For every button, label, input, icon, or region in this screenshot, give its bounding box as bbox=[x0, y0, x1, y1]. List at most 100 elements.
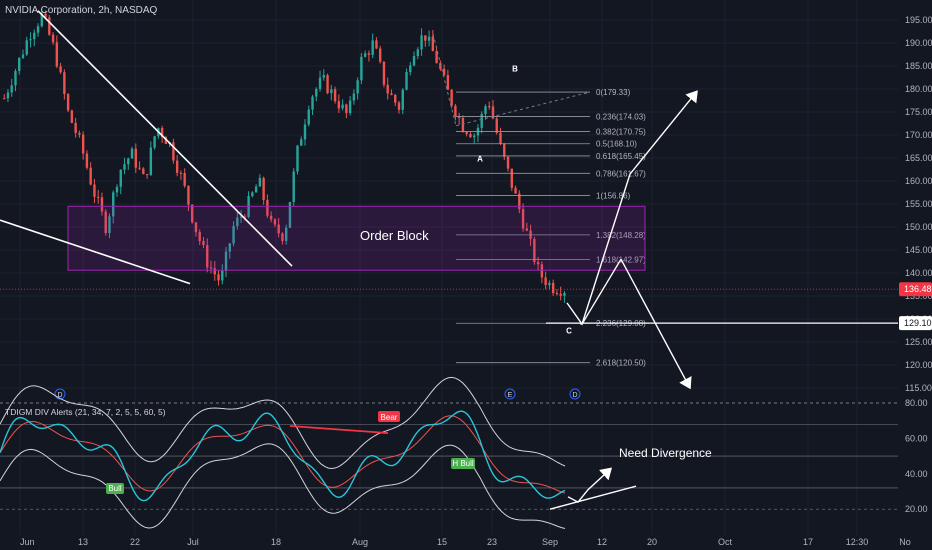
price-tick-label: 170.00 bbox=[905, 130, 932, 140]
time-tick-label: Sep bbox=[542, 537, 558, 547]
candle-body bbox=[160, 127, 164, 138]
candle-body bbox=[81, 134, 85, 154]
candle-body bbox=[153, 136, 156, 148]
symbol-title: NVIDIA Corporation, 2h, NASDAQ bbox=[5, 5, 158, 16]
fib-level-label: 1(156.86) bbox=[596, 191, 631, 200]
grid-lines bbox=[0, 0, 932, 535]
candle-body bbox=[18, 57, 21, 71]
indicator-upper-band bbox=[0, 376, 566, 470]
candle-body bbox=[518, 193, 521, 210]
candle-body bbox=[484, 106, 487, 114]
indicator-rsi-line bbox=[0, 410, 566, 502]
time-tick-label: 12 bbox=[597, 537, 607, 547]
candle-body bbox=[510, 168, 513, 188]
candle-body bbox=[352, 93, 356, 101]
candle-body bbox=[74, 122, 77, 133]
candle-body bbox=[457, 116, 461, 118]
price-tick-label: 190.00 bbox=[905, 38, 932, 48]
candle-body bbox=[224, 251, 228, 271]
candle-body bbox=[78, 132, 81, 135]
candle-body bbox=[206, 244, 209, 268]
indicator-title: TDIGM DIV Alerts (21, 34, 7, 2, 5, 5, 60… bbox=[5, 407, 166, 417]
candle-body bbox=[469, 134, 472, 138]
candle-body bbox=[318, 77, 322, 89]
candle-body bbox=[506, 156, 510, 169]
time-tick-label: Oct bbox=[718, 537, 733, 547]
candle-body bbox=[36, 26, 40, 33]
price-tick-label: 115.00 bbox=[905, 383, 932, 393]
candle-body bbox=[363, 53, 367, 57]
fib-anchor-line bbox=[455, 91, 591, 127]
candle-body bbox=[191, 204, 194, 223]
candle-body bbox=[112, 192, 115, 217]
wave-label-b: B bbox=[512, 65, 518, 74]
candle-body bbox=[491, 106, 495, 119]
indicator-pane: TDIGM DIV Alerts (21, 34, 7, 2, 5, 5, 60… bbox=[0, 376, 898, 529]
candle-body bbox=[269, 215, 273, 220]
candle-body bbox=[356, 80, 359, 94]
candle-body bbox=[262, 177, 265, 200]
candle-body bbox=[303, 124, 307, 140]
candle-body bbox=[514, 187, 517, 194]
wave-label-c: C bbox=[566, 327, 572, 336]
candle-body bbox=[495, 118, 498, 133]
time-tick-label: 23 bbox=[487, 537, 497, 547]
fib-level-label: 0.618(165.45) bbox=[596, 152, 646, 161]
candle-body bbox=[409, 65, 412, 73]
fib-anchor-line bbox=[432, 33, 457, 126]
candle-body bbox=[461, 117, 465, 133]
event-marker bbox=[569, 388, 581, 400]
candle-body bbox=[202, 240, 205, 245]
candle-body bbox=[108, 216, 111, 234]
candle-body bbox=[213, 268, 216, 275]
fib-level-label: 0.382(170.75) bbox=[596, 128, 646, 137]
time-tick-label: 13 bbox=[78, 537, 88, 547]
bull-badge bbox=[106, 483, 124, 494]
time-tick-label: Aug bbox=[352, 537, 368, 547]
candle-body bbox=[382, 61, 386, 85]
last-price-label: 136.48 bbox=[904, 284, 932, 294]
candle-body bbox=[142, 168, 145, 175]
candle-body bbox=[172, 142, 175, 161]
candle-body bbox=[55, 42, 59, 67]
bear-badge bbox=[378, 411, 400, 422]
candle-body bbox=[390, 93, 393, 95]
indicator-tick-label: 40.00 bbox=[905, 469, 928, 479]
candle-body bbox=[228, 243, 231, 252]
projection-path-down bbox=[620, 258, 692, 390]
event-marker-label: E bbox=[508, 392, 513, 399]
event-marker bbox=[54, 388, 66, 400]
candle-body bbox=[273, 219, 277, 225]
candle-body bbox=[465, 132, 468, 135]
candle-body bbox=[559, 293, 562, 296]
candle-body bbox=[360, 56, 363, 81]
fib-level-label: 0.786(161.67) bbox=[596, 169, 646, 178]
candle-body bbox=[379, 48, 382, 62]
bear-badge-label: Bear bbox=[381, 413, 398, 422]
time-tick-label: 12:30 bbox=[846, 537, 869, 547]
candle-body bbox=[3, 98, 6, 100]
time-tick-label: Jun bbox=[20, 537, 35, 547]
time-tick-label: No bbox=[899, 537, 911, 547]
axes: NVIDIA Corporation, 2h, NASDAQUSD195.001… bbox=[5, 0, 932, 547]
time-tick-label: Jul bbox=[187, 537, 199, 547]
candle-body bbox=[123, 164, 126, 170]
candle-body bbox=[40, 13, 43, 27]
candle-body bbox=[243, 216, 247, 218]
candle-body bbox=[397, 102, 401, 110]
candle-body bbox=[431, 36, 435, 52]
candle-body bbox=[48, 17, 51, 35]
trend-drawings: Order Block B A C D E D bbox=[0, 10, 898, 400]
candle-body bbox=[232, 225, 235, 244]
candle-body bbox=[251, 192, 254, 197]
candle-body bbox=[416, 49, 419, 57]
candle-body bbox=[326, 75, 329, 94]
candle-body bbox=[548, 282, 551, 286]
candle-body bbox=[563, 292, 566, 296]
divergence-projection bbox=[567, 467, 613, 504]
candle-body bbox=[536, 261, 540, 265]
candle-body bbox=[138, 167, 141, 169]
candle-body bbox=[236, 217, 239, 226]
candle-body bbox=[33, 32, 36, 40]
